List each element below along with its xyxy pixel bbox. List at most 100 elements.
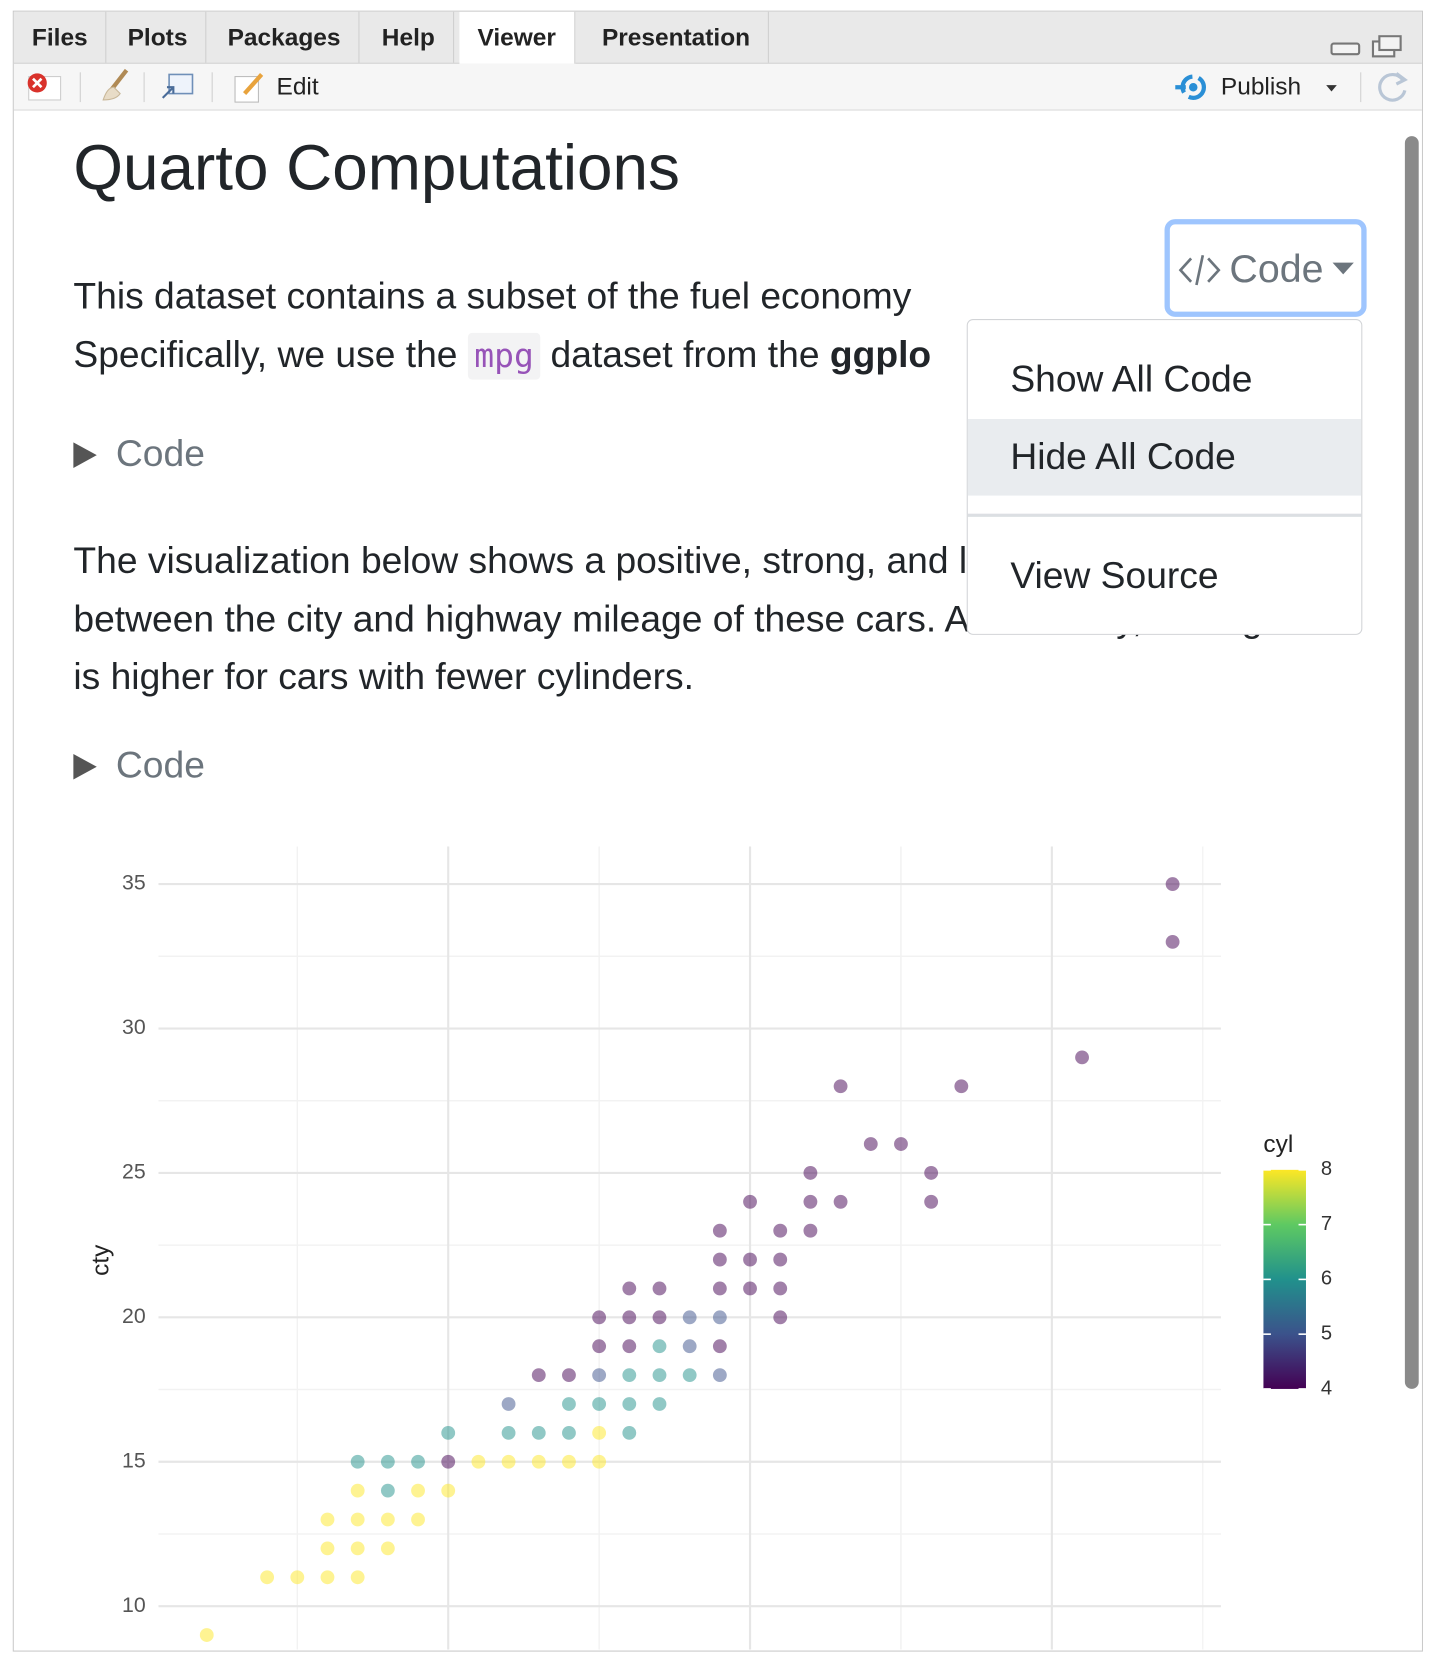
scrollbar[interactable] (1404, 136, 1419, 1389)
toggle-triangle[interactable] (71, 752, 99, 782)
point (380, 1483, 395, 1498)
point (592, 1310, 607, 1325)
point (622, 1368, 637, 1383)
point (320, 1512, 335, 1527)
point (562, 1425, 576, 1440)
point (622, 1339, 637, 1354)
point (803, 1223, 818, 1238)
point (712, 1310, 727, 1325)
y-axis-label: cty (87, 1244, 114, 1276)
toolbar: Edit Publish (13, 63, 1422, 111)
publish-icon[interactable] (1175, 71, 1213, 103)
refresh-icon[interactable] (1375, 69, 1411, 105)
point (562, 1454, 576, 1469)
point (501, 1397, 516, 1411)
point (441, 1425, 456, 1440)
point (592, 1339, 607, 1354)
tab[interactable]: Help (364, 11, 454, 63)
point (441, 1483, 456, 1498)
point (743, 1252, 757, 1267)
code-toggle[interactable]: Code (115, 744, 205, 786)
popout-icon[interactable] (158, 70, 196, 104)
colorbar-label: 5 (1321, 1323, 1332, 1345)
code-menu: Show All Code Hide All Code View Source (966, 319, 1363, 635)
point (652, 1368, 667, 1383)
pane-controls[interactable] (1330, 35, 1404, 61)
point (320, 1541, 335, 1556)
point (260, 1570, 275, 1585)
point (350, 1541, 365, 1556)
colorbar-label: 4 (1321, 1377, 1332, 1399)
point (501, 1425, 516, 1440)
point (350, 1570, 365, 1585)
tab[interactable]: Files (14, 11, 107, 63)
tab[interactable]: Plots (110, 11, 207, 63)
code-icon (1178, 254, 1221, 286)
colorbar-label: 7 (1321, 1213, 1332, 1235)
point (380, 1541, 395, 1556)
y-tick-label: 30 (122, 1015, 146, 1039)
tab[interactable]: Presentation (584, 11, 770, 63)
y-tick-label: 10 (122, 1593, 146, 1617)
point (1075, 1050, 1089, 1065)
colorbar-label: 6 (1321, 1268, 1332, 1290)
point (592, 1454, 607, 1469)
point (320, 1570, 335, 1585)
tab[interactable]: Packages (210, 11, 360, 63)
y-tick-label: 20 (122, 1304, 146, 1328)
publish-button[interactable]: Publish (1220, 72, 1302, 100)
point (833, 1079, 848, 1094)
separator (143, 72, 145, 103)
point (531, 1425, 546, 1440)
point (773, 1223, 788, 1238)
code-button[interactable]: Code (1164, 219, 1367, 317)
point (592, 1368, 607, 1383)
point (833, 1194, 848, 1209)
point (712, 1368, 727, 1383)
point (863, 1137, 878, 1151)
edit-icon[interactable] (232, 70, 268, 104)
point (954, 1079, 969, 1094)
paragraph-line: Specifically, we use the mpg dataset fro… (73, 329, 931, 383)
menu-item[interactable]: View Source (1010, 555, 1219, 597)
point (562, 1368, 576, 1383)
paragraph-line: This dataset contains a subset of the fu… (73, 275, 912, 317)
point (773, 1281, 788, 1296)
point (712, 1339, 727, 1354)
text: dataset from the (550, 333, 820, 376)
point (773, 1252, 788, 1267)
point (743, 1281, 757, 1296)
tab[interactable]: Viewer (459, 11, 576, 64)
menu-item[interactable]: Show All Code (1010, 358, 1253, 400)
toggle-triangle[interactable] (71, 440, 99, 470)
paragraph-line: is higher for cars with fewer cylinders. (73, 656, 694, 698)
text: Specifically, we use the (73, 333, 458, 376)
point (924, 1194, 939, 1209)
edit-button[interactable]: Edit (276, 72, 319, 100)
code-toggle[interactable]: Code (115, 432, 205, 475)
point (652, 1281, 667, 1296)
point (441, 1454, 456, 1469)
point (380, 1512, 395, 1527)
point (712, 1281, 727, 1296)
point (682, 1339, 697, 1354)
doc-title: Quarto Computations (73, 131, 680, 204)
separator (79, 72, 81, 103)
menu-item[interactable]: Hide All Code (967, 419, 1362, 496)
point (199, 1628, 214, 1642)
stop-icon[interactable] (24, 70, 67, 102)
point (712, 1223, 727, 1238)
point (411, 1454, 425, 1469)
clear-icon[interactable] (97, 68, 135, 104)
point (562, 1397, 576, 1411)
point (411, 1512, 425, 1527)
code-button-label: Code (1229, 246, 1324, 291)
point (773, 1310, 788, 1325)
colorbar-label: 8 (1321, 1158, 1332, 1180)
separator (211, 72, 213, 103)
point (592, 1397, 607, 1411)
publish-caret[interactable] (1324, 81, 1341, 94)
separator (1360, 72, 1362, 103)
point (924, 1166, 939, 1180)
